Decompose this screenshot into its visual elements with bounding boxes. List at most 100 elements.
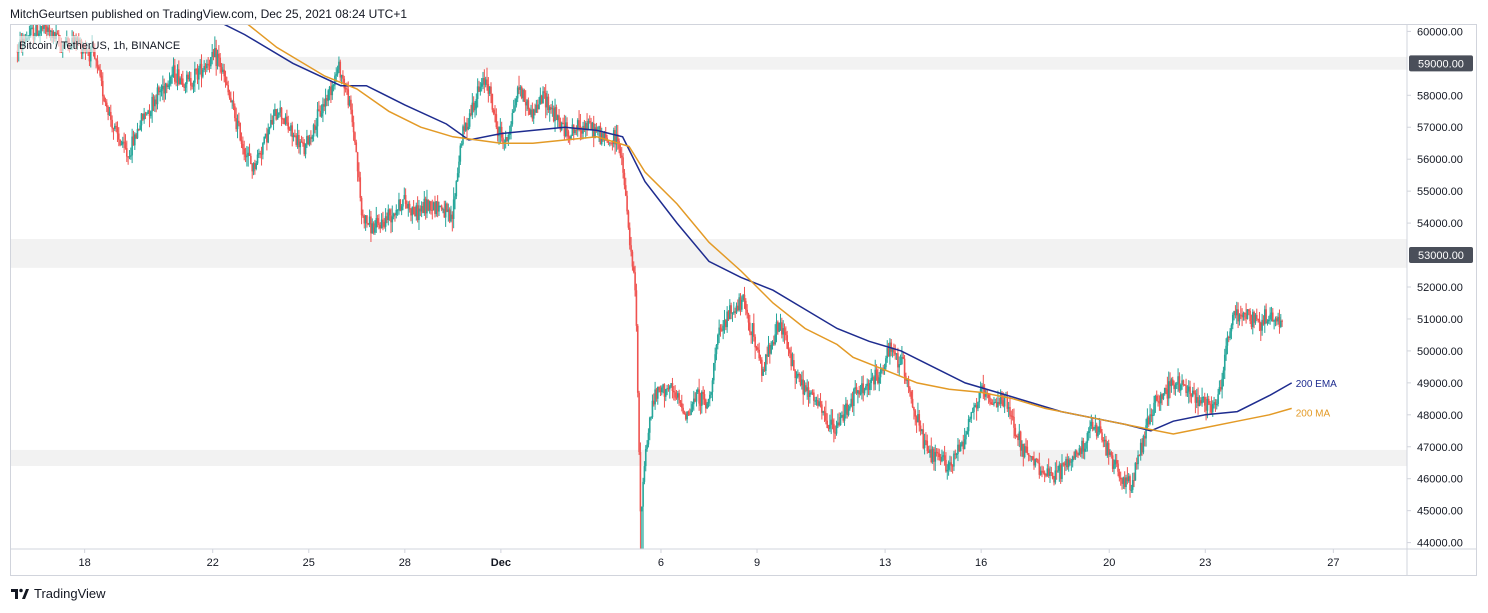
candle-body xyxy=(703,394,706,400)
candle-body xyxy=(116,127,119,134)
candle-body xyxy=(628,227,631,246)
candle-body xyxy=(415,205,418,217)
y-tick-label: 58000.00 xyxy=(1417,90,1463,102)
candle-body xyxy=(1002,400,1005,407)
candle-body xyxy=(491,93,494,110)
candle-body xyxy=(656,386,659,399)
candle-body xyxy=(894,352,897,355)
candle-body xyxy=(993,402,995,405)
tradingview-logo-icon[interactable] xyxy=(10,587,30,601)
candle-body xyxy=(1103,439,1106,442)
candle-body xyxy=(672,390,675,393)
candle-body xyxy=(826,420,829,429)
candle-body xyxy=(1209,403,1211,405)
candle-body xyxy=(191,85,193,87)
candle-body xyxy=(1174,384,1177,390)
candle-body xyxy=(222,69,224,72)
candle-body xyxy=(839,417,842,426)
candle-body xyxy=(230,97,232,103)
candle-body xyxy=(1201,397,1203,404)
candle-body xyxy=(1163,387,1166,394)
candle-body xyxy=(1126,477,1129,482)
candle-body xyxy=(119,139,121,146)
candle-body xyxy=(210,57,212,67)
candle-body xyxy=(695,392,698,402)
chart-frame[interactable]: 200 EMA 200 MA Bitcoin / TetherUS, 1h, BI… xyxy=(10,24,1477,576)
candle-body xyxy=(199,63,201,69)
candle-body xyxy=(774,334,776,345)
candle-body xyxy=(1250,321,1253,327)
candle-body xyxy=(335,74,338,76)
candle-body xyxy=(307,136,310,145)
candle-body xyxy=(1046,468,1049,476)
candle-body xyxy=(691,404,694,410)
candle-body xyxy=(1207,398,1210,404)
candle-body xyxy=(432,202,435,211)
candle-body xyxy=(631,251,634,267)
candle-body xyxy=(500,126,503,138)
candle-body xyxy=(492,109,495,114)
candle-body xyxy=(196,70,199,80)
candle-body xyxy=(192,82,195,87)
candle-body xyxy=(187,74,189,80)
candle-body xyxy=(543,91,546,94)
y-tick-label: 48000.00 xyxy=(1417,410,1463,422)
candle-body xyxy=(837,422,839,426)
candle-body xyxy=(140,113,143,126)
candle-body xyxy=(943,455,946,460)
symbol-label[interactable]: Bitcoin / TetherUS, 1h, BINANCE xyxy=(19,40,180,52)
candle-body xyxy=(154,99,156,107)
candle-body xyxy=(965,434,967,440)
candle-body xyxy=(1145,425,1147,439)
candle-body xyxy=(504,137,507,143)
candle-body xyxy=(652,400,655,405)
candle-body xyxy=(1039,470,1042,475)
candle-body xyxy=(507,134,510,142)
candle-body xyxy=(510,124,512,132)
candle-body xyxy=(166,83,168,88)
candle-body xyxy=(838,422,841,426)
candle-body xyxy=(340,74,343,78)
candle-body xyxy=(763,369,766,371)
candle-body xyxy=(707,399,710,404)
candle-body xyxy=(127,156,129,158)
candle-body xyxy=(893,348,895,353)
brand-name[interactable]: TradingView xyxy=(34,586,106,601)
candle-body xyxy=(551,108,554,110)
candle-body xyxy=(498,134,500,137)
candle-body xyxy=(754,336,756,348)
candle-body xyxy=(446,203,448,212)
candle-body xyxy=(664,389,667,397)
candle-body xyxy=(851,398,854,406)
candle-body xyxy=(178,69,180,85)
candle-body xyxy=(112,128,115,130)
candle-body xyxy=(982,385,985,388)
candle-body xyxy=(787,348,790,350)
candle-body xyxy=(1071,456,1074,462)
candle-body xyxy=(279,107,282,113)
candle-body xyxy=(339,61,342,78)
candle-body xyxy=(518,87,520,90)
candle-body xyxy=(443,209,446,218)
candle-body xyxy=(599,126,602,145)
candle-body xyxy=(899,364,902,366)
candle-body xyxy=(1173,385,1175,390)
200-ma-line xyxy=(247,25,1292,435)
candle-body xyxy=(1019,431,1022,451)
candle-body xyxy=(239,122,241,141)
candle-body xyxy=(655,389,658,399)
candle-body xyxy=(927,450,930,453)
candle-body xyxy=(338,61,340,70)
candle-body xyxy=(174,65,176,82)
support-resistance-zone xyxy=(11,56,1407,70)
candle-body xyxy=(1053,478,1055,483)
candle-body xyxy=(1155,395,1158,401)
candle-body xyxy=(282,118,284,120)
candle-body xyxy=(386,216,388,221)
candle-body xyxy=(971,411,974,413)
candle-body xyxy=(271,120,274,124)
price-chart[interactable]: 200 EMA 200 MA Bitcoin / TetherUS, 1h, BI… xyxy=(11,25,1476,575)
candle-body xyxy=(346,88,348,90)
candle-body xyxy=(659,390,662,393)
candle-body xyxy=(791,360,794,367)
